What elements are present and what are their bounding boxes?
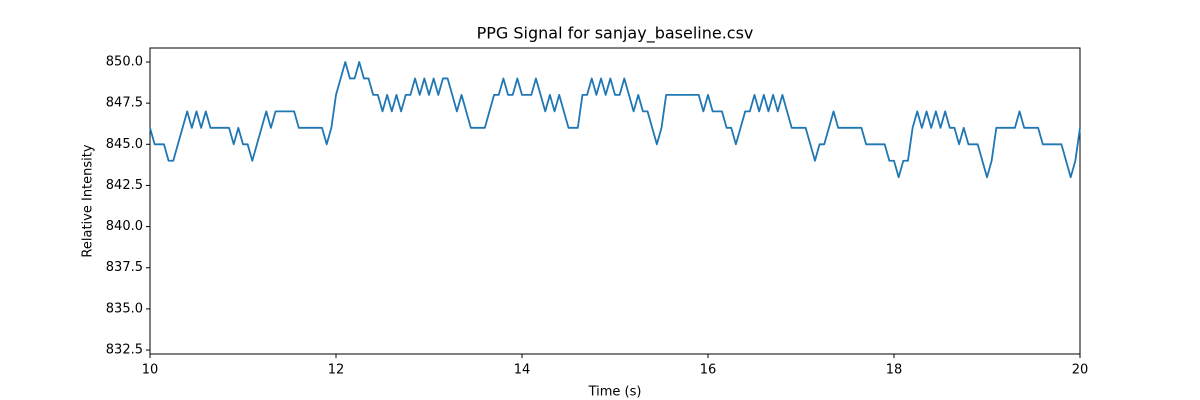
x-tick-label: 16: [700, 363, 717, 378]
signal-line: [149, 61, 1081, 179]
x-tick-label: 12: [328, 363, 345, 378]
y-axis-label: Relative Intensity: [81, 144, 96, 257]
chart-title: PPG Signal for sanjay_baseline.csv: [477, 24, 754, 44]
y-tick-label: 832.5: [106, 343, 143, 358]
y-tick-label: 842.5: [106, 178, 143, 193]
y-tick-label: 835.0: [106, 301, 143, 316]
x-tick-label: 20: [1072, 363, 1089, 378]
y-tick-label: 845.0: [106, 137, 143, 152]
x-tick-label: 18: [886, 363, 903, 378]
x-axis-label: Time (s): [588, 385, 642, 400]
y-tick-label: 840.0: [106, 219, 143, 234]
y-tick-label: 837.5: [106, 260, 143, 275]
plot-frame: [149, 47, 1081, 355]
y-tick-label: 850.0: [106, 54, 143, 69]
x-tick-label: 10: [142, 363, 159, 378]
y-tick-label: 847.5: [106, 96, 143, 111]
x-tick-label: 14: [514, 363, 531, 378]
